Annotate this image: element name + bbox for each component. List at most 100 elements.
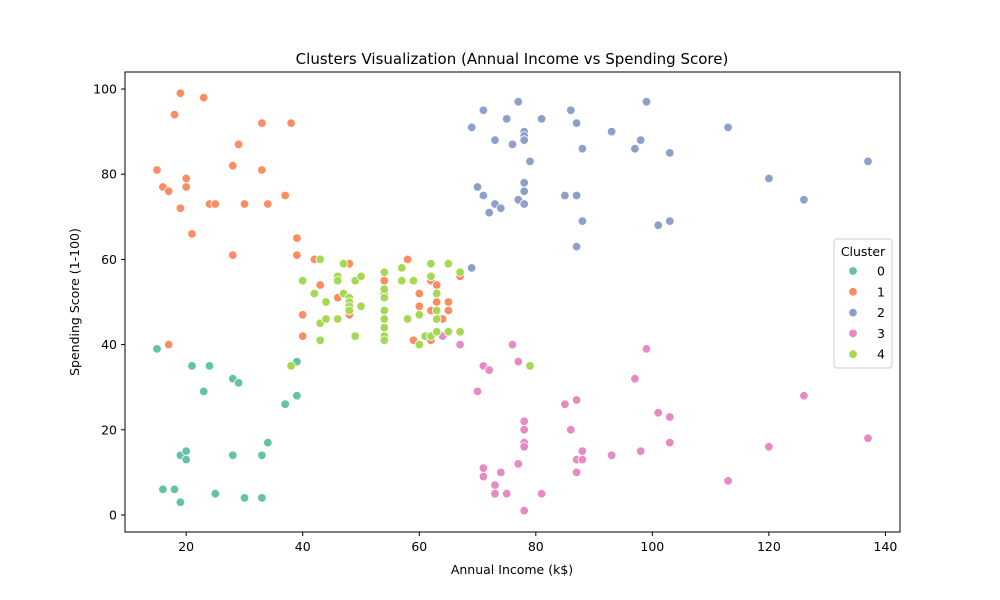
legend-label-cluster-3: 3 bbox=[877, 326, 885, 341]
data-point-cluster-4 bbox=[333, 314, 343, 324]
data-point-cluster-1 bbox=[286, 118, 296, 128]
x-tick-label: 60 bbox=[411, 539, 427, 554]
data-point-cluster-3 bbox=[490, 480, 500, 490]
data-point-cluster-2 bbox=[571, 118, 582, 128]
data-points bbox=[152, 88, 873, 516]
legend-label-cluster-0: 0 bbox=[877, 264, 885, 279]
data-point-cluster-3 bbox=[863, 433, 873, 444]
data-point-cluster-2 bbox=[536, 114, 547, 124]
data-point-cluster-1 bbox=[379, 276, 390, 286]
data-point-cluster-4 bbox=[432, 305, 442, 316]
x-tick-label: 100 bbox=[640, 539, 664, 554]
data-point-cluster-1 bbox=[163, 186, 174, 197]
legend-label-cluster-1: 1 bbox=[877, 284, 885, 299]
data-point-cluster-1 bbox=[181, 182, 191, 192]
data-point-cluster-4 bbox=[344, 305, 355, 316]
data-point-cluster-3 bbox=[577, 446, 588, 456]
legend: Cluster 0 1 2 3 4 bbox=[833, 238, 893, 369]
data-point-cluster-4 bbox=[443, 259, 454, 269]
data-point-cluster-1 bbox=[402, 254, 413, 265]
data-point-cluster-2 bbox=[525, 156, 535, 167]
legend-marker-cluster-3 bbox=[848, 328, 858, 339]
data-point-cluster-1 bbox=[175, 88, 186, 99]
data-point-cluster-2 bbox=[665, 216, 675, 226]
data-point-cluster-2 bbox=[484, 207, 494, 218]
data-point-cluster-4 bbox=[414, 310, 425, 320]
data-point-cluster-2 bbox=[566, 105, 576, 116]
legend-title: Cluster bbox=[841, 244, 886, 259]
legend-label-cluster-2: 2 bbox=[877, 305, 885, 320]
x-tick-label: 40 bbox=[295, 539, 311, 554]
data-point-cluster-2 bbox=[665, 148, 675, 158]
data-point-cluster-1 bbox=[443, 297, 454, 307]
data-point-cluster-4 bbox=[402, 314, 413, 324]
data-point-cluster-4 bbox=[432, 314, 442, 324]
data-point-cluster-1 bbox=[257, 165, 267, 175]
data-point-cluster-1 bbox=[263, 199, 273, 209]
data-point-cluster-3 bbox=[496, 467, 506, 478]
data-point-cluster-2 bbox=[478, 105, 489, 116]
data-point-cluster-0 bbox=[181, 446, 191, 456]
data-point-cluster-2 bbox=[507, 139, 518, 150]
chart-title: Clusters Visualization (Annual Income vs… bbox=[296, 50, 729, 68]
data-point-cluster-2 bbox=[490, 135, 500, 145]
data-point-cluster-3 bbox=[606, 450, 617, 461]
data-point-cluster-4 bbox=[321, 297, 331, 307]
data-point-cluster-1 bbox=[175, 203, 186, 214]
data-point-cluster-4 bbox=[408, 276, 419, 286]
data-point-cluster-0 bbox=[210, 489, 221, 499]
data-point-cluster-2 bbox=[502, 114, 512, 124]
data-point-cluster-2 bbox=[636, 135, 646, 145]
data-point-cluster-2 bbox=[519, 186, 529, 197]
y-axis-ticks: 0 20 40 60 80 100 bbox=[93, 82, 125, 522]
x-tick-label: 80 bbox=[528, 539, 544, 554]
data-point-cluster-0 bbox=[187, 361, 197, 371]
data-point-cluster-2 bbox=[653, 220, 663, 231]
data-point-cluster-4 bbox=[397, 263, 407, 273]
data-point-cluster-2 bbox=[630, 143, 640, 154]
data-point-cluster-4 bbox=[455, 327, 465, 337]
data-point-cluster-0 bbox=[181, 454, 191, 465]
data-point-cluster-2 bbox=[723, 122, 733, 133]
data-point-cluster-1 bbox=[239, 199, 250, 209]
data-point-cluster-2 bbox=[513, 97, 524, 107]
data-point-cluster-1 bbox=[292, 233, 302, 243]
data-point-cluster-1 bbox=[414, 301, 425, 312]
data-point-cluster-4 bbox=[309, 288, 320, 299]
data-point-cluster-2 bbox=[571, 241, 582, 252]
x-tick-label: 140 bbox=[874, 539, 898, 554]
data-point-cluster-1 bbox=[280, 190, 290, 201]
data-point-cluster-2 bbox=[863, 156, 873, 167]
data-point-cluster-4 bbox=[379, 314, 390, 324]
data-point-cluster-4 bbox=[379, 335, 390, 346]
plot-frame bbox=[124, 71, 901, 533]
data-point-cluster-3 bbox=[490, 489, 500, 499]
data-point-cluster-3 bbox=[571, 395, 582, 405]
data-point-cluster-0 bbox=[280, 399, 290, 409]
data-point-cluster-1 bbox=[432, 297, 442, 307]
x-axis-ticks: 20 40 60 80 100 120 140 bbox=[178, 532, 897, 554]
data-point-cluster-2 bbox=[571, 190, 582, 201]
data-point-cluster-4 bbox=[298, 276, 308, 286]
data-point-cluster-4 bbox=[426, 271, 436, 282]
data-point-cluster-0 bbox=[257, 450, 267, 461]
legend-marker-cluster-0 bbox=[848, 266, 858, 276]
data-point-cluster-0 bbox=[257, 493, 267, 503]
y-tick-label: 60 bbox=[101, 252, 117, 267]
data-point-cluster-0 bbox=[263, 437, 273, 448]
data-point-cluster-3 bbox=[478, 471, 489, 482]
data-point-cluster-1 bbox=[298, 310, 308, 320]
data-point-cluster-2 bbox=[577, 143, 588, 154]
data-point-cluster-4 bbox=[379, 284, 390, 294]
y-tick-label: 20 bbox=[101, 422, 117, 437]
data-point-cluster-3 bbox=[653, 408, 663, 418]
x-tick-label: 120 bbox=[757, 539, 781, 554]
legend-marker-cluster-1 bbox=[848, 287, 858, 297]
data-point-cluster-2 bbox=[606, 126, 617, 137]
data-point-cluster-2 bbox=[519, 199, 529, 209]
data-point-cluster-4 bbox=[321, 314, 331, 324]
data-point-cluster-3 bbox=[455, 339, 465, 350]
data-point-cluster-4 bbox=[426, 259, 436, 269]
data-point-cluster-4 bbox=[414, 339, 425, 350]
